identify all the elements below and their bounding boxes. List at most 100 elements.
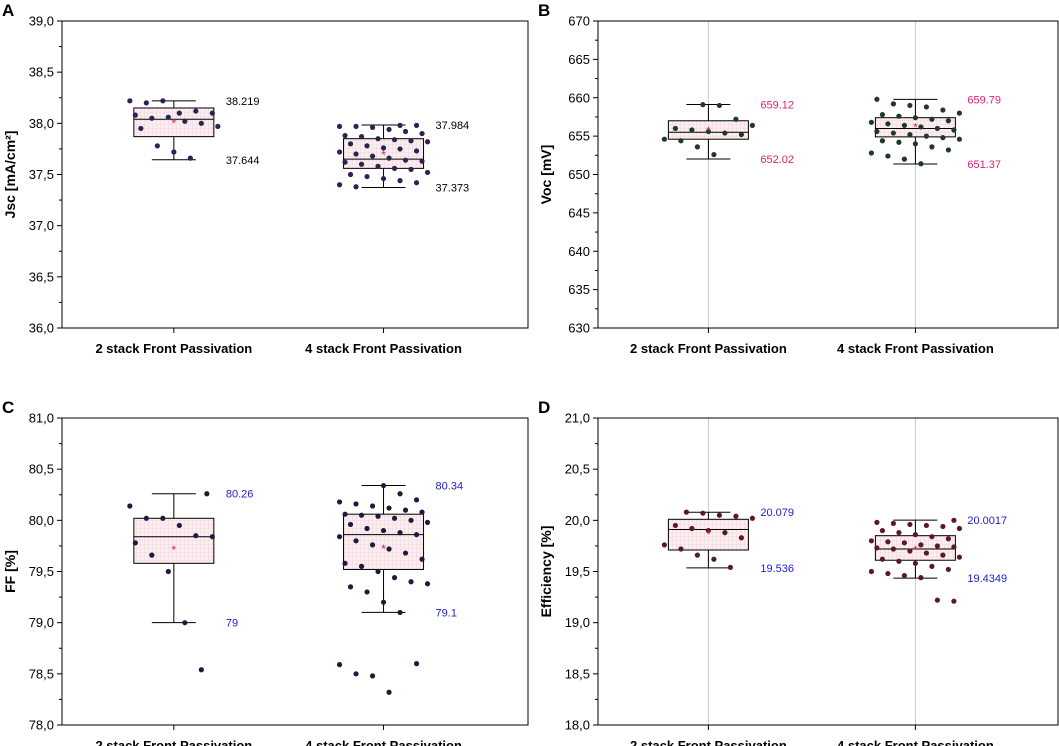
max-value-label: 20.0017 xyxy=(967,515,1007,527)
data-point xyxy=(209,110,215,116)
plot-frame xyxy=(597,417,1059,726)
x-category-label: 4 stack Front Passivation xyxy=(305,738,462,746)
data-point xyxy=(929,116,935,122)
data-point xyxy=(956,525,963,532)
panel-letter: D xyxy=(538,398,550,417)
mean-marker: * xyxy=(706,124,711,138)
data-point xyxy=(419,158,425,164)
y-tick-label: 79,0 xyxy=(29,615,54,630)
panel-letter: A xyxy=(2,1,14,20)
data-point xyxy=(358,563,365,569)
data-point xyxy=(424,581,431,587)
y-tick-label: 38,0 xyxy=(29,116,54,131)
data-point xyxy=(901,122,908,128)
data-point xyxy=(912,532,919,538)
data-point xyxy=(353,538,359,544)
y-tick-label: 80,0 xyxy=(29,513,54,528)
y-tick-label: 81,0 xyxy=(29,411,54,426)
data-point xyxy=(951,127,957,133)
data-point xyxy=(722,530,728,536)
data-point xyxy=(149,552,155,558)
data-point xyxy=(705,527,712,534)
min-value-label: 652.02 xyxy=(760,154,794,166)
data-point xyxy=(419,556,425,562)
x-category-label: 4 stack Front Passivation xyxy=(837,738,994,746)
data-point xyxy=(940,135,946,141)
y-tick-label: 80,5 xyxy=(29,462,54,477)
data-point xyxy=(749,515,756,521)
data-point xyxy=(364,143,370,149)
data-point xyxy=(874,128,880,135)
data-point xyxy=(380,482,387,489)
data-point xyxy=(176,522,182,529)
data-point xyxy=(890,520,897,527)
data-point xyxy=(918,124,924,130)
data-point xyxy=(408,138,414,144)
panel-b: B 630 635 640 645 650 655 660 665 670 Voc [mV] 2 st… xyxy=(538,1,1059,356)
max-value-label: 38.219 xyxy=(226,96,260,108)
max-value-label: 37.984 xyxy=(436,120,470,132)
data-point xyxy=(171,149,177,155)
data-point xyxy=(165,568,171,575)
data-point xyxy=(375,568,381,575)
data-point xyxy=(918,575,924,581)
data-point xyxy=(868,538,875,544)
data-point xyxy=(127,503,133,509)
y-tick-label: 20,5 xyxy=(565,462,590,477)
y-tick-label: 670 xyxy=(568,14,590,29)
data-point xyxy=(386,689,392,695)
data-point xyxy=(678,138,684,144)
y-tick-label: 650 xyxy=(568,167,590,182)
panel-a: A 36,0 36,5 37,0 37,5 38,0 38,5 39,0 Jsc [mA/cm²… xyxy=(2,1,529,356)
data-point xyxy=(358,161,365,167)
data-point xyxy=(413,497,420,503)
data-point xyxy=(896,558,902,564)
data-point xyxy=(733,116,739,122)
data-point xyxy=(391,515,398,521)
data-point xyxy=(342,133,348,139)
data-point xyxy=(901,156,908,162)
data-point xyxy=(885,153,891,159)
y-tick-label: 18,0 xyxy=(565,718,590,733)
panel-d: D 18,0 18,5 19,0 19,5 20,0 20,5 21,0 Efficiency … xyxy=(538,398,1059,746)
data-point xyxy=(413,148,420,154)
data-point xyxy=(402,550,409,556)
data-point xyxy=(369,673,376,679)
data-point xyxy=(193,108,199,114)
plot-frame xyxy=(61,417,529,726)
x-category-label: 2 stack Front Passivation xyxy=(630,341,787,356)
y-tick-label: 660 xyxy=(568,90,590,105)
data-point xyxy=(890,130,897,136)
data-point xyxy=(934,597,941,603)
data-point xyxy=(733,513,739,519)
data-point xyxy=(722,130,728,136)
data-point xyxy=(353,151,359,157)
y-tick-label: 37,5 xyxy=(29,167,54,182)
data-point xyxy=(956,136,963,142)
data-point xyxy=(353,123,359,130)
data-point xyxy=(375,513,381,519)
data-point xyxy=(896,530,902,536)
mean-marker: * xyxy=(381,148,386,162)
data-point xyxy=(901,540,908,546)
data-point xyxy=(929,563,935,569)
y-tick-label: 640 xyxy=(568,244,590,259)
data-point xyxy=(358,134,365,140)
data-point xyxy=(923,522,930,529)
data-point xyxy=(347,141,354,147)
data-point xyxy=(413,661,420,667)
data-point xyxy=(402,128,409,135)
box-iqr xyxy=(667,518,749,551)
max-value-label: 80.34 xyxy=(436,481,464,493)
y-tick-label: 36,5 xyxy=(29,269,54,284)
data-point xyxy=(364,173,370,180)
data-point xyxy=(397,178,403,184)
data-point xyxy=(386,546,392,552)
y-tick-label: 19,0 xyxy=(565,615,590,630)
data-point xyxy=(689,525,695,532)
data-point xyxy=(700,510,706,516)
data-point xyxy=(918,161,924,167)
data-point xyxy=(885,539,891,545)
data-point xyxy=(923,133,930,139)
data-point xyxy=(391,137,398,143)
